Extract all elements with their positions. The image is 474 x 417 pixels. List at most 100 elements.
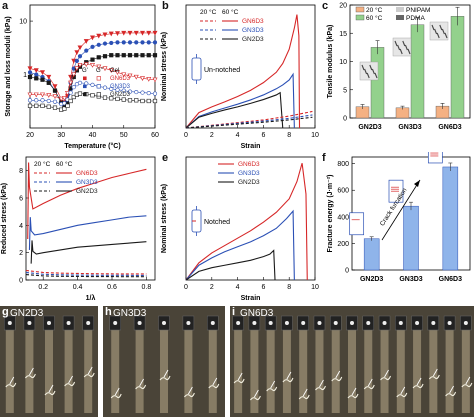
specimen-strip — [348, 324, 356, 413]
data-point-a — [52, 105, 58, 110]
y-tick-label-f: 600 — [337, 188, 349, 195]
data-point-a — [96, 64, 102, 70]
data-point-a — [152, 98, 158, 104]
clamp-screw — [317, 321, 322, 325]
panel-label-c: c — [322, 0, 329, 12]
data-point-a — [109, 40, 114, 46]
data-point-a — [40, 98, 45, 103]
clamp-screw — [284, 321, 289, 325]
data-point-a — [121, 97, 126, 102]
plot-frame — [185, 156, 316, 281]
crack-path — [298, 394, 310, 400]
specimen-strip — [135, 324, 144, 413]
data-point-a — [62, 101, 67, 106]
crack-path — [233, 378, 245, 384]
crack-arrow — [432, 368, 438, 377]
data-point-a — [96, 33, 102, 39]
specimen-strip — [282, 324, 291, 413]
microstructure-mark-c — [444, 32, 448, 39]
x-tick-label-d: 0.6 — [107, 284, 117, 291]
data-point-a — [152, 77, 158, 83]
data-point-a — [71, 58, 77, 64]
crack-arrow — [254, 389, 259, 398]
crack-path — [64, 381, 76, 387]
y-tick-label-d: 6 — [19, 196, 23, 203]
microstructure-mark-c — [439, 24, 443, 31]
panel-label-b: b — [162, 0, 169, 12]
specimen-strip — [413, 324, 422, 413]
photo-strip-h: GN3D3 — [103, 306, 225, 417]
legend-temp-20-d: 20 °C — [34, 160, 51, 168]
data-point-a — [102, 66, 108, 72]
data-point-a — [90, 93, 95, 98]
data-point-a — [140, 76, 145, 81]
data-point-a — [90, 57, 95, 62]
microstructure-mark-c — [361, 64, 365, 71]
specimen-strip — [331, 324, 340, 413]
microstructure-inset-c — [392, 37, 412, 57]
specimen-strip — [315, 324, 324, 413]
data-point-a — [77, 63, 83, 68]
data-point-a — [40, 103, 45, 108]
data-point-a — [102, 41, 108, 46]
data-point-a — [127, 40, 133, 45]
bar-c-60c — [450, 16, 465, 119]
data-point-a — [46, 93, 52, 98]
bar-f-GN6D3 — [442, 166, 459, 271]
y-tick-label-d: 2 — [19, 250, 23, 257]
series-line-e-GN3D3 — [185, 209, 295, 281]
y-tick-label-c: 10 — [339, 59, 347, 66]
crack-arrow — [302, 388, 308, 397]
data-point-a — [152, 30, 158, 36]
data-point-a — [102, 85, 108, 90]
x-tick-label-e: 10 — [311, 284, 319, 291]
crack-arrow — [367, 378, 373, 387]
clamp-screw — [398, 321, 403, 325]
specimen-strip — [208, 324, 217, 413]
y-tick-label-a: 10 — [19, 19, 27, 26]
panel-a: a 20 30 40 50 60 1 10 Temperature (°C) Storage a… — [0, 0, 160, 150]
data-point-a — [127, 89, 133, 94]
data-point-a — [46, 74, 52, 80]
data-point-a — [127, 53, 133, 58]
data-point-a — [71, 94, 76, 100]
legend-temp-60-d: 60 °C — [56, 160, 73, 168]
specimen-strip — [5, 324, 14, 413]
data-point-a — [146, 40, 151, 45]
data-point-a — [52, 94, 58, 100]
data-point-a — [121, 30, 127, 36]
data-point-a — [115, 40, 120, 45]
crack-path — [412, 383, 424, 389]
microstructure-mark-c — [371, 68, 375, 75]
x-tick-label-d: 0.8 — [142, 284, 152, 291]
data-point-a — [109, 86, 114, 91]
x-tick-label-d: 0.4 — [73, 284, 83, 291]
data-point-a — [84, 48, 89, 53]
bar-f-GN2D3 — [363, 238, 380, 271]
data-point-a — [40, 70, 45, 75]
data-point-a — [27, 70, 33, 75]
legend-header-a: Gel — [110, 68, 119, 74]
data-point-a — [121, 88, 126, 93]
y-tick-label-c: 0 — [343, 116, 347, 123]
data-point-a — [74, 50, 80, 56]
series-line-d-GN3D3-60 — [28, 215, 147, 250]
crack-arrow — [87, 366, 93, 375]
data-point-a — [108, 68, 114, 73]
crack-path — [183, 392, 195, 398]
legend-label-c: PDMA — [406, 15, 425, 22]
microstructure-mark-c — [364, 68, 368, 75]
data-point-a — [27, 103, 33, 108]
data-point-a — [96, 55, 101, 60]
data-point-a — [140, 98, 145, 104]
y-tick-label-f: 400 — [337, 214, 349, 221]
legend-label-e: GN3D3 — [238, 170, 260, 177]
photo-strip-g: GN2D3 — [0, 306, 98, 417]
x-axis-label-a: Temperature (°C) — [64, 142, 120, 150]
microstructure-mark-c — [431, 24, 435, 31]
data-point-a — [140, 90, 145, 95]
crack-arrow — [400, 386, 406, 395]
crack-path — [363, 384, 375, 390]
data-point-a — [62, 106, 67, 111]
